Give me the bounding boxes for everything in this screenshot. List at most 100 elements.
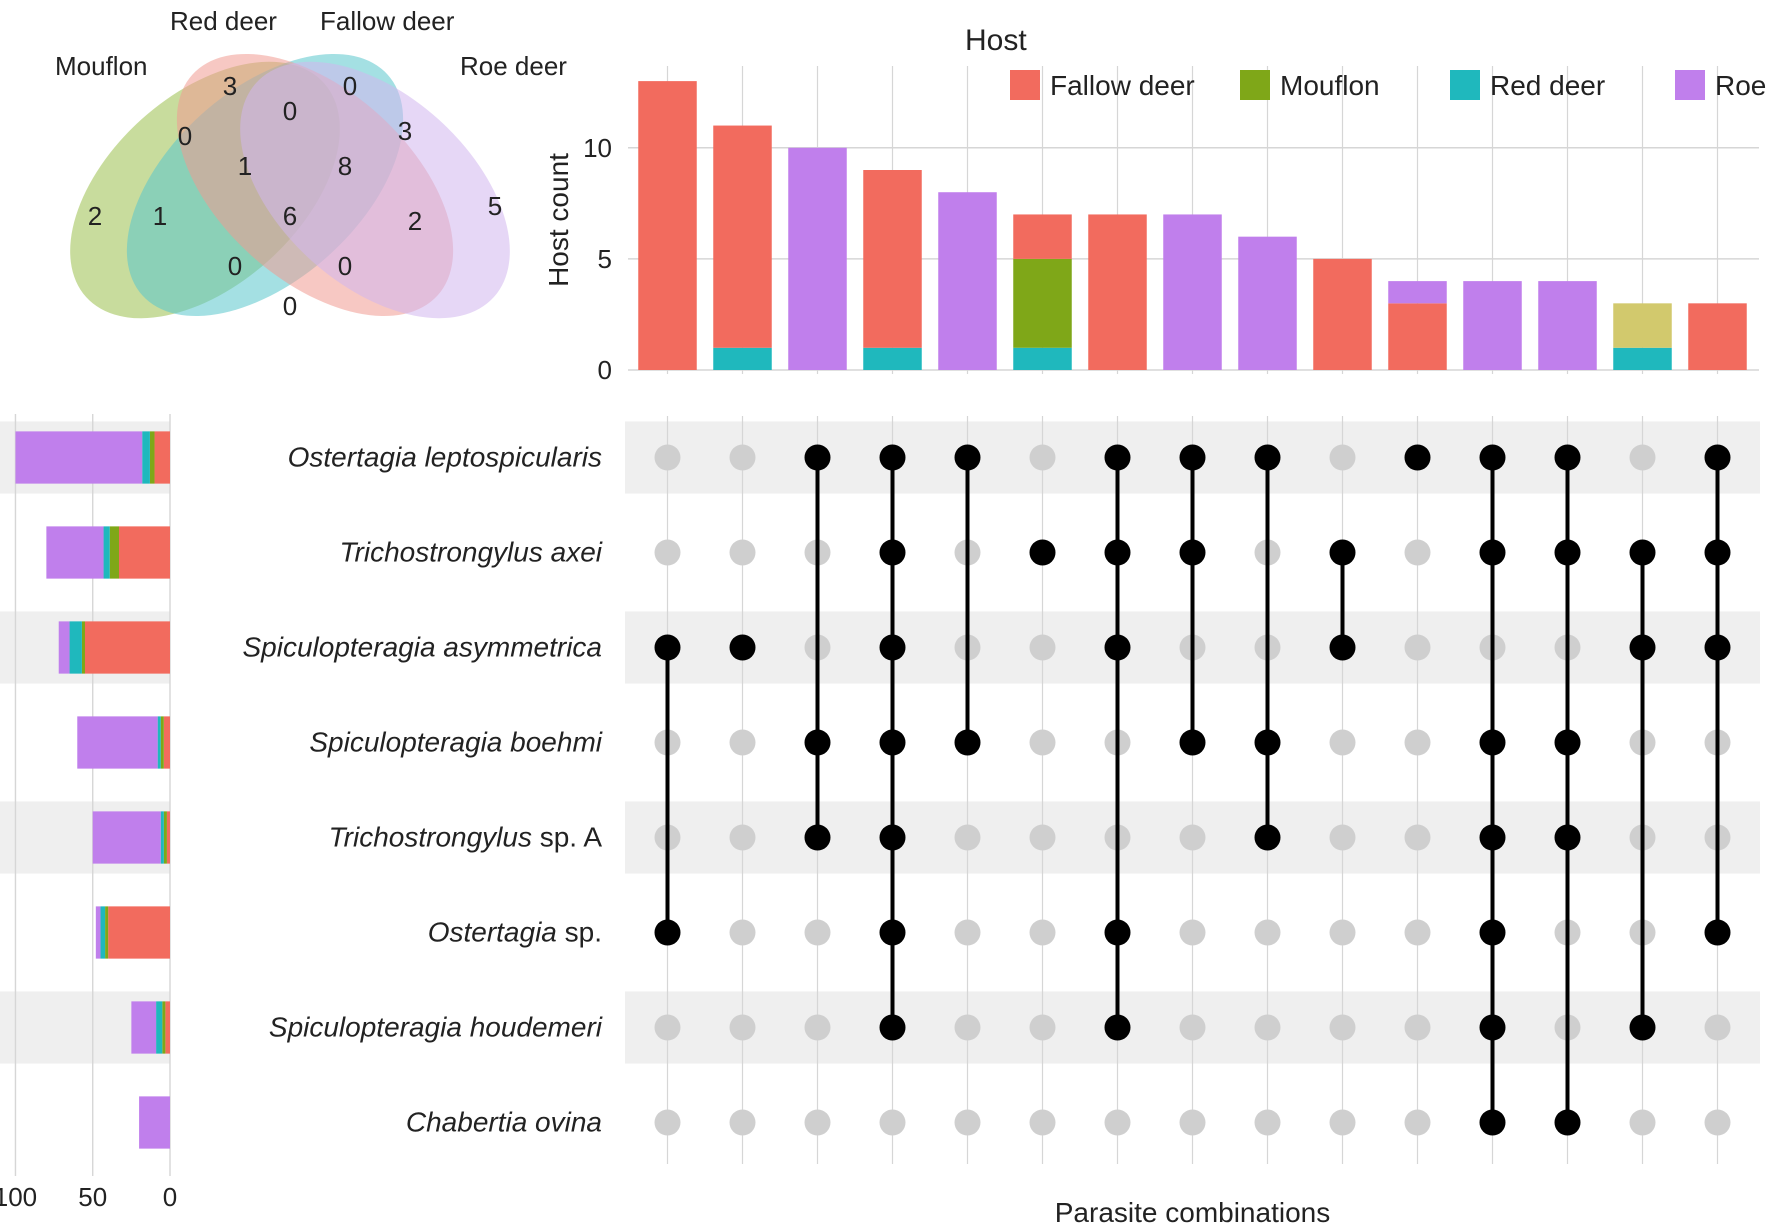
legend-label: Fallow deer — [1050, 70, 1195, 101]
host-count-bar-segment — [863, 348, 922, 370]
matrix-dot-inactive — [1630, 1110, 1656, 1136]
venn-count: 8 — [338, 151, 352, 181]
host-count-bar-segment — [1388, 281, 1447, 303]
matrix-dot-inactive — [730, 825, 756, 851]
venn-count: 0 — [343, 71, 357, 101]
venn-count: 2 — [88, 201, 102, 231]
venn-set-label: Red deer — [170, 6, 277, 36]
xtick-label: 50 — [78, 1182, 107, 1212]
matrix-dot-active — [805, 445, 831, 471]
venn-count: 0 — [338, 251, 352, 281]
host-count-bar-segment — [788, 148, 847, 370]
left-bar-segment — [82, 621, 85, 673]
venn-count: 0 — [283, 96, 297, 126]
matrix-dot-active — [730, 635, 756, 661]
host-count-bar-segment — [1313, 259, 1372, 370]
matrix-dot-inactive — [1705, 1015, 1731, 1041]
host-count-bar-segment — [1613, 303, 1672, 347]
legend-swatch — [1240, 70, 1270, 100]
matrix-dot-inactive — [1030, 1110, 1056, 1136]
matrix-xlabel: Parasite combinations — [1055, 1197, 1330, 1224]
matrix-dot-active — [1330, 635, 1356, 661]
matrix-dot-active — [1480, 825, 1506, 851]
host-count-bar-segment — [1538, 281, 1597, 370]
matrix-dot-active — [1630, 1015, 1656, 1041]
matrix-dot-inactive — [730, 1015, 756, 1041]
left-bar-segment — [155, 431, 170, 483]
matrix-dot-inactive — [1405, 825, 1431, 851]
left-bar-segment — [161, 716, 164, 768]
left-bar-segment — [105, 906, 108, 958]
matrix-dot-inactive — [1330, 1015, 1356, 1041]
matrix-dot-inactive — [1255, 920, 1281, 946]
matrix-dot-active — [1255, 825, 1281, 851]
parasite-label: Ostertagia sp. — [428, 917, 602, 948]
venn-count: 3 — [223, 71, 237, 101]
parasite-label: Trichostrongylus sp. A — [329, 822, 603, 853]
left-bar-segment — [108, 906, 170, 958]
venn-set-label: Mouflon — [55, 51, 148, 81]
matrix-dot-inactive — [955, 825, 981, 851]
host-count-bar-segment — [1013, 214, 1072, 258]
host-count-bar-segment — [638, 81, 697, 370]
parasite-label: Spiculopteragia asymmetrica — [243, 632, 603, 663]
matrix-dot-active — [1705, 540, 1731, 566]
matrix-dot-active — [805, 730, 831, 756]
parasite-label: Trichostrongylus axei — [340, 537, 603, 568]
matrix-dot-active — [1105, 445, 1131, 471]
left-bar-segment — [161, 811, 164, 863]
host-count-bar-segment — [1613, 348, 1672, 370]
left-bar-segment — [110, 526, 119, 578]
parasite-label: Ostertagia leptospicularis — [288, 442, 602, 473]
legend-swatch — [1010, 70, 1040, 100]
matrix-dot-active — [880, 920, 906, 946]
left-bar-segment — [150, 431, 155, 483]
matrix-dot-active — [655, 920, 681, 946]
left-bar-segment — [77, 716, 157, 768]
venn-set-label: Roe deer — [460, 51, 567, 81]
matrix-dot-active — [805, 825, 831, 851]
matrix-dot-inactive — [655, 1015, 681, 1041]
host-count-bar-segment — [1463, 281, 1522, 370]
matrix-dot-active — [1330, 540, 1356, 566]
host-count-bar-segment — [1013, 259, 1072, 348]
legend-label: Red deer — [1490, 70, 1605, 101]
left-bar-segment — [131, 1001, 156, 1053]
matrix-dot-active — [1630, 540, 1656, 566]
left-bar-segment — [139, 1096, 170, 1148]
matrix-dot-inactive — [1630, 445, 1656, 471]
venn-count: 1 — [153, 201, 167, 231]
left-bar-segment — [156, 1001, 162, 1053]
matrix-dot-inactive — [1255, 1110, 1281, 1136]
host-count-bar-segment — [1238, 237, 1297, 370]
matrix-dot-inactive — [1030, 1015, 1056, 1041]
matrix-dot-active — [1480, 730, 1506, 756]
matrix-dot-inactive — [730, 730, 756, 756]
figure-root: 0510Host countHostFallow deerMouflonRed … — [0, 0, 1773, 1224]
host-count-bar-segment — [1388, 303, 1447, 370]
matrix-dot-inactive — [1030, 825, 1056, 851]
matrix-dot-inactive — [1705, 1110, 1731, 1136]
matrix-dot-active — [1555, 540, 1581, 566]
left-bar-segment — [70, 621, 82, 673]
left-bar-segment — [46, 526, 103, 578]
matrix-dot-active — [1555, 730, 1581, 756]
matrix-dot-active — [1480, 1015, 1506, 1041]
parasite-labels: Ostertagia leptospicularis Trichostrongyl… — [243, 442, 603, 1138]
left-bar-segment — [104, 526, 110, 578]
matrix-dot-inactive — [955, 1110, 981, 1136]
matrix-dot-active — [1705, 920, 1731, 946]
matrix-dot-active — [955, 730, 981, 756]
left-bar-segment — [15, 431, 142, 483]
venn-set-label: Fallow deer — [320, 6, 455, 36]
matrix-dot-inactive — [1030, 920, 1056, 946]
matrix-dot-active — [1630, 635, 1656, 661]
matrix-dot-inactive — [1405, 1110, 1431, 1136]
ytick-label: 5 — [598, 244, 612, 274]
host-count-bar-segment — [938, 192, 997, 370]
ytick-label: 0 — [598, 355, 612, 385]
matrix-dot-inactive — [805, 1015, 831, 1041]
matrix-dot-active — [655, 635, 681, 661]
matrix-dot-inactive — [655, 540, 681, 566]
parasite-label: Spiculopteragia boehmi — [309, 727, 602, 758]
